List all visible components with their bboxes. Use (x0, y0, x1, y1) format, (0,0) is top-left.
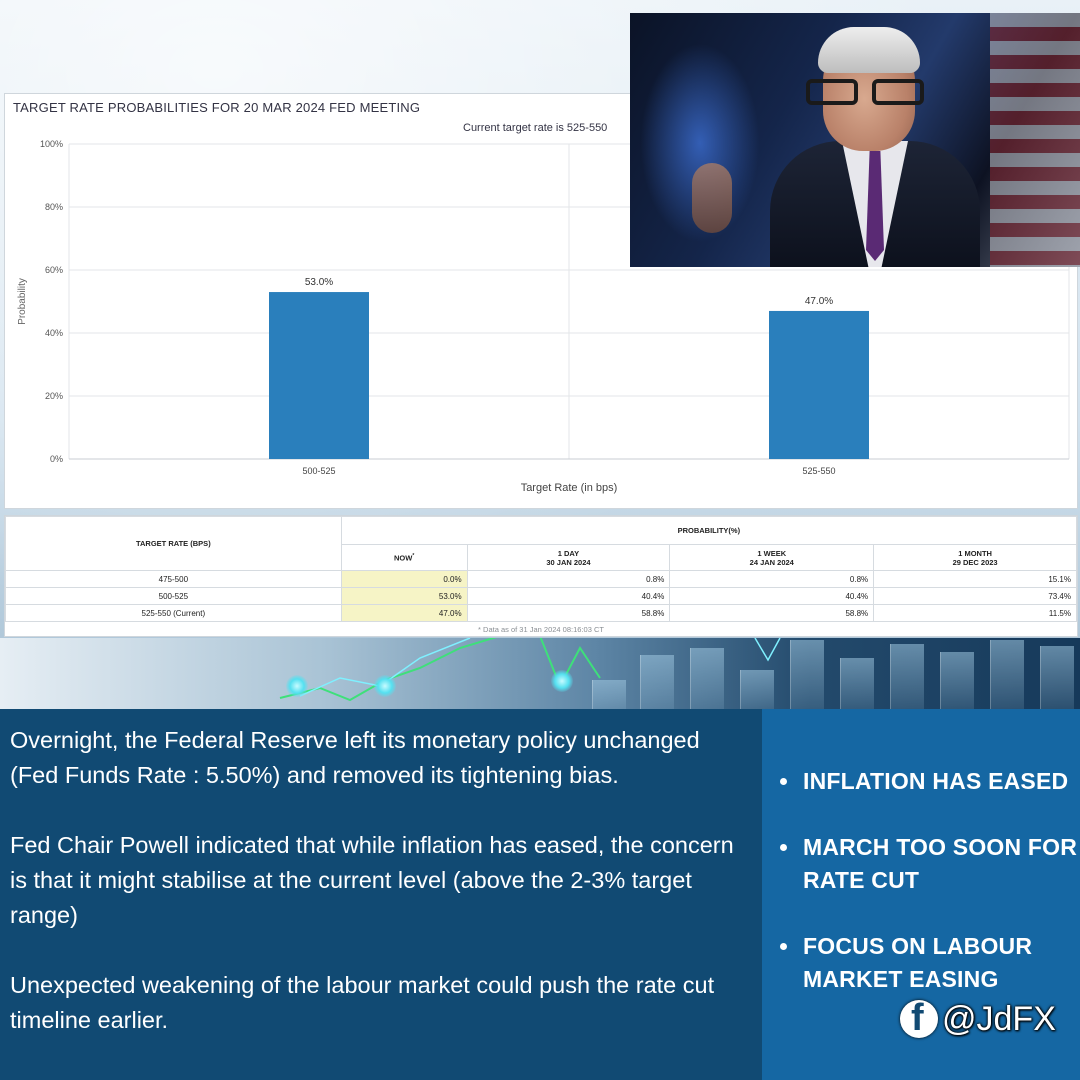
value-cell: 40.4% (466, 587, 671, 605)
bullet-icon (780, 844, 787, 851)
col-1month-header: 1 MONTH 29 DEC 2023 (873, 544, 1077, 571)
key-point: INFLATION HAS EASED (778, 765, 1080, 798)
key-points-panel: INFLATION HAS EASED MARCH TOO SOON FOR R… (762, 709, 1080, 1080)
bullet-icon (780, 943, 787, 950)
commentary-paragraph: Overnight, the Federal Reserve left its … (10, 727, 700, 788)
value-cell: 40.4% (669, 587, 875, 605)
value-cell: 0.8% (669, 570, 875, 588)
social-handle: @JdFX (900, 997, 1056, 1041)
chart-plot: 0% 20% 40% 60% 80% 100% 53.0% 500-525 47.0% 525-5… (17, 139, 1070, 494)
key-point: FOCUS ON LABOUR MARKET EASING (778, 930, 1080, 996)
value-cell: 58.8% (466, 604, 671, 622)
rate-cell: 500-525 (5, 587, 342, 605)
y-axis-label: Probability (17, 278, 28, 325)
col-1day-header: 1 DAY 30 JAN 2024 (466, 544, 671, 571)
chart-title: TARGET RATE PROBABILITIES FOR 20 MAR 202… (13, 100, 421, 115)
commentary-paragraph: Fed Chair Powell indicated that while in… (10, 832, 734, 928)
background-graph-strip (0, 638, 1080, 710)
probability-header: PROBABILITY(%) (340, 516, 1078, 545)
y-tick-label: 20% (45, 391, 63, 401)
x-tick-label: 525-550 (802, 466, 835, 476)
x-tick-label: 500-525 (302, 466, 335, 476)
bar (769, 310, 869, 459)
col-now-header: NOW* (340, 544, 468, 571)
y-tick-label: 100% (40, 139, 63, 149)
x-axis-label: Target Rate (in bps) (521, 482, 618, 494)
commentary-panel: Overnight, the Federal Reserve left its … (0, 709, 762, 1080)
table-footnote: * Data as of 31 Jan 2024 08:16:03 CT (478, 625, 604, 634)
value-cell: 15.1% (873, 570, 1077, 588)
handle-text: @JdFX (942, 999, 1056, 1038)
value-cell: 58.8% (669, 604, 875, 622)
chart-subtitle: Current target rate is 525-550 (463, 122, 608, 134)
probability-table: TARGET RATE (BPS) PROBABILITY(%) NOW* 1 … (4, 515, 1078, 637)
table-row: 500-525 53.0% 40.4% 40.4% 73.4% (5, 587, 1077, 605)
bar (269, 292, 369, 459)
fed-chair-photo (630, 13, 1080, 267)
bullet-icon (780, 778, 787, 785)
facebook-icon (900, 997, 938, 1040)
key-point: MARCH TOO SOON FOR RATE CUT (778, 831, 1080, 897)
y-tick-label: 40% (45, 328, 63, 338)
y-tick-label: 80% (45, 202, 63, 212)
value-cell: 0.8% (466, 570, 671, 588)
value-cell: 11.5% (873, 604, 1077, 622)
commentary-paragraph: Unexpected weakening of the labour marke… (10, 972, 715, 1033)
rate-cell: 475-500 (5, 570, 342, 588)
y-tick-label: 60% (45, 265, 63, 275)
rate-cell: 525-550 (Current) (5, 604, 342, 622)
col-1week-header: 1 WEEK 24 JAN 2024 (669, 544, 875, 571)
data-label: 53.0% (305, 277, 333, 288)
y-tick-label: 0% (50, 454, 63, 464)
table-row: 525-550 (Current) 47.0% 58.8% 58.8% 11.5… (5, 604, 1077, 622)
target-rate-header: TARGET RATE (BPS) (5, 516, 342, 571)
data-label: 47.0% (805, 296, 833, 307)
value-cell: 73.4% (873, 587, 1077, 605)
value-cell: 53.0% (340, 587, 468, 605)
value-cell: 0.0% (340, 570, 468, 588)
table-row: 475-500 0.0% 0.8% 0.8% 15.1% (5, 570, 1077, 588)
value-cell: 47.0% (340, 604, 468, 622)
